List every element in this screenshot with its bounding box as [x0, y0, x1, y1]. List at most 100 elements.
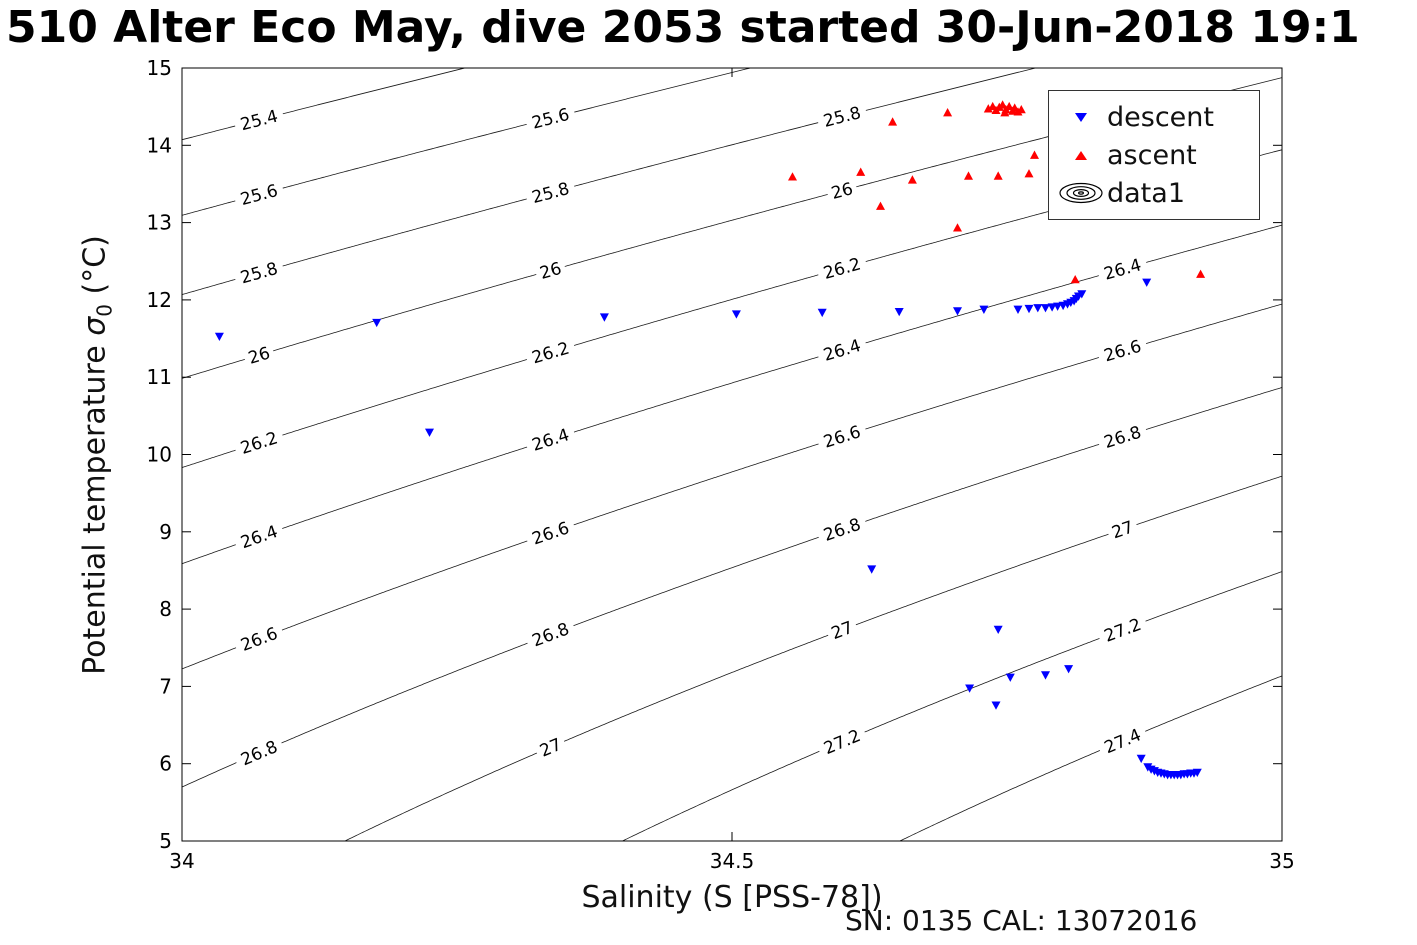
contour-label-26.6: 26.6	[523, 514, 578, 552]
contour-label-25.6: 25.6	[523, 101, 578, 135]
svg-text:26.4: 26.4	[530, 425, 572, 456]
descent-point	[1033, 304, 1043, 313]
triangle-up-icon	[1075, 150, 1087, 160]
contour-label-27: 27	[1104, 514, 1141, 545]
contour-label-26.6: 26.6	[232, 619, 286, 658]
ascent-point	[1196, 269, 1206, 278]
contour-label-26.4: 26.4	[815, 332, 869, 368]
figure-title: 510 Alter Eco May, dive 2053 started 30-…	[6, 2, 1360, 53]
legend-label-descent: descent	[1107, 101, 1214, 133]
descent-point	[599, 313, 609, 322]
axes	[181, 67, 1283, 842]
descent-point	[425, 428, 434, 437]
descent-point	[1064, 665, 1074, 674]
svg-text:26.8: 26.8	[530, 619, 572, 651]
svg-text:25.6: 25.6	[530, 105, 572, 134]
contour-label-25.8: 25.8	[815, 99, 869, 134]
x-tick-label: 34.5	[710, 849, 755, 873]
descent-marker	[1055, 112, 1107, 122]
descent-point	[867, 565, 877, 574]
sigma-subscript: 0	[92, 304, 117, 317]
descent-series	[214, 278, 1202, 780]
svg-text:27.2: 27.2	[1102, 615, 1144, 647]
svg-text:26.2: 26.2	[821, 254, 863, 283]
legend-item-data1: data1	[1055, 174, 1253, 212]
y-tick-label: 15	[147, 56, 172, 80]
descent-point	[965, 684, 975, 693]
contour-label-26: 26	[533, 255, 568, 285]
contour-label-26.8: 26.8	[1095, 419, 1150, 455]
contour-rings-marker	[1055, 181, 1107, 205]
contour-line-25.8	[182, 68, 1038, 295]
legend-item-ascent: ascent	[1055, 136, 1253, 174]
y-axis-label: Potential temperature σ0 (°C)	[78, 235, 117, 675]
descent-point	[1192, 768, 1202, 778]
descent-point	[1041, 304, 1050, 313]
svg-text:26.8: 26.8	[238, 737, 281, 770]
descent-point	[993, 625, 1003, 634]
y-tick-label: 12	[147, 288, 172, 312]
triangle-down-icon	[1075, 112, 1087, 122]
ascent-point	[953, 223, 962, 232]
y-tick-label: 14	[147, 133, 172, 157]
ascent-series	[788, 100, 1206, 284]
ascent-point	[1024, 169, 1034, 178]
contour-line-26.6	[182, 303, 1282, 670]
svg-text:27.2: 27.2	[821, 726, 864, 759]
contour-label-26: 26	[241, 340, 277, 370]
contour-labels: 25.425.625.625.825.825.82626262626.226.2…	[232, 99, 1150, 773]
descent-point	[979, 305, 989, 314]
svg-text:26.6: 26.6	[238, 624, 280, 656]
descent-point	[953, 307, 962, 316]
svg-text:26.4: 26.4	[1102, 255, 1144, 284]
ascent-point	[943, 108, 953, 117]
svg-text:25.8: 25.8	[530, 179, 572, 208]
contour-rings-icon	[1059, 182, 1103, 204]
y-tick-label: 9	[159, 520, 172, 544]
descent-point	[1024, 304, 1034, 314]
ascent-point	[1030, 150, 1039, 159]
svg-text:26.4: 26.4	[821, 336, 863, 366]
svg-text:26.6: 26.6	[821, 422, 863, 452]
svg-text:26.6: 26.6	[1102, 337, 1144, 367]
ascent-point	[1000, 108, 1010, 117]
descent-point	[214, 332, 224, 342]
ascent-point	[1070, 275, 1080, 284]
contour-label-26.2: 26.2	[523, 334, 578, 371]
svg-text:25.6: 25.6	[238, 181, 280, 210]
ascent-point	[888, 117, 898, 126]
descent-point	[991, 701, 1001, 710]
legend: descent ascent data1	[1048, 90, 1260, 220]
contour-label-25.8: 25.8	[523, 175, 578, 210]
contour-line-26.8	[182, 387, 1282, 788]
descent-point	[1053, 302, 1063, 311]
descent-point	[1047, 303, 1057, 312]
contour-label-27.2: 27.2	[815, 721, 869, 762]
svg-text:27.4: 27.4	[1102, 725, 1145, 758]
contour-label-26.4: 26.4	[1095, 251, 1150, 287]
contour-line-25.4	[182, 68, 467, 141]
sigma-symbol: σ	[77, 316, 113, 336]
ascent-point	[1016, 104, 1026, 114]
legend-label-data1: data1	[1107, 177, 1185, 209]
descent-point	[1077, 290, 1087, 299]
svg-text:26.2: 26.2	[530, 338, 572, 368]
contour-label-27: 27	[824, 614, 860, 646]
contour-label-26.4: 26.4	[232, 518, 286, 556]
y-tick-label: 10	[147, 443, 172, 467]
svg-text:26.2: 26.2	[238, 428, 280, 459]
contour-line-27.2	[621, 571, 1282, 841]
y-axis-label-text: Potential temperature	[77, 335, 113, 675]
svg-text:26.8: 26.8	[1102, 423, 1144, 453]
y-tick-label: 13	[147, 211, 172, 235]
svg-text:26.6: 26.6	[530, 518, 572, 549]
y-tick-label: 7	[159, 674, 172, 698]
descent-point	[1142, 278, 1152, 287]
legend-label-ascent: ascent	[1107, 139, 1197, 171]
contour-label-27.4: 27.4	[1095, 721, 1150, 761]
ascent-point	[856, 167, 866, 176]
descent-point	[731, 310, 741, 319]
ascent-point	[998, 100, 1008, 109]
descent-point	[1005, 673, 1015, 682]
